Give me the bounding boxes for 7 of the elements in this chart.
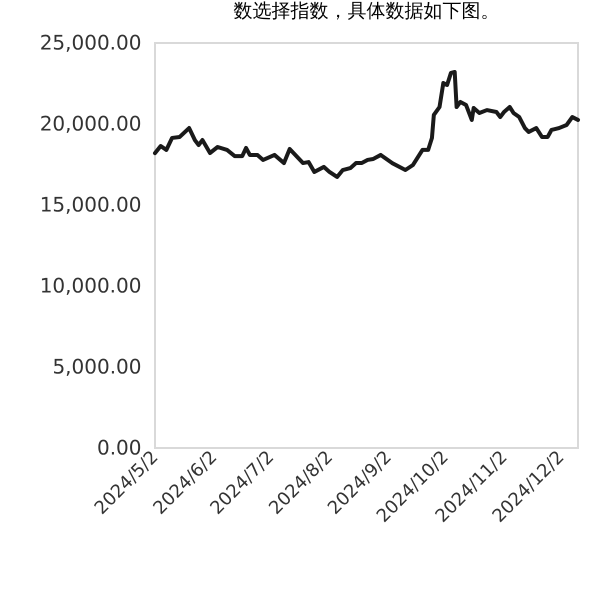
- line-series: [153, 70, 580, 179]
- y-tick-label: 5,000.00: [52, 354, 142, 378]
- text: 数选择指数，具体数据如下图。: [234, 0, 500, 22]
- y-tick-label: 25,000.00: [40, 30, 142, 54]
- y-tick-label: 20,000.00: [40, 112, 142, 136]
- y-tick-label: 10,000.00: [40, 274, 142, 298]
- y-tick-label: 15,000.00: [40, 192, 142, 216]
